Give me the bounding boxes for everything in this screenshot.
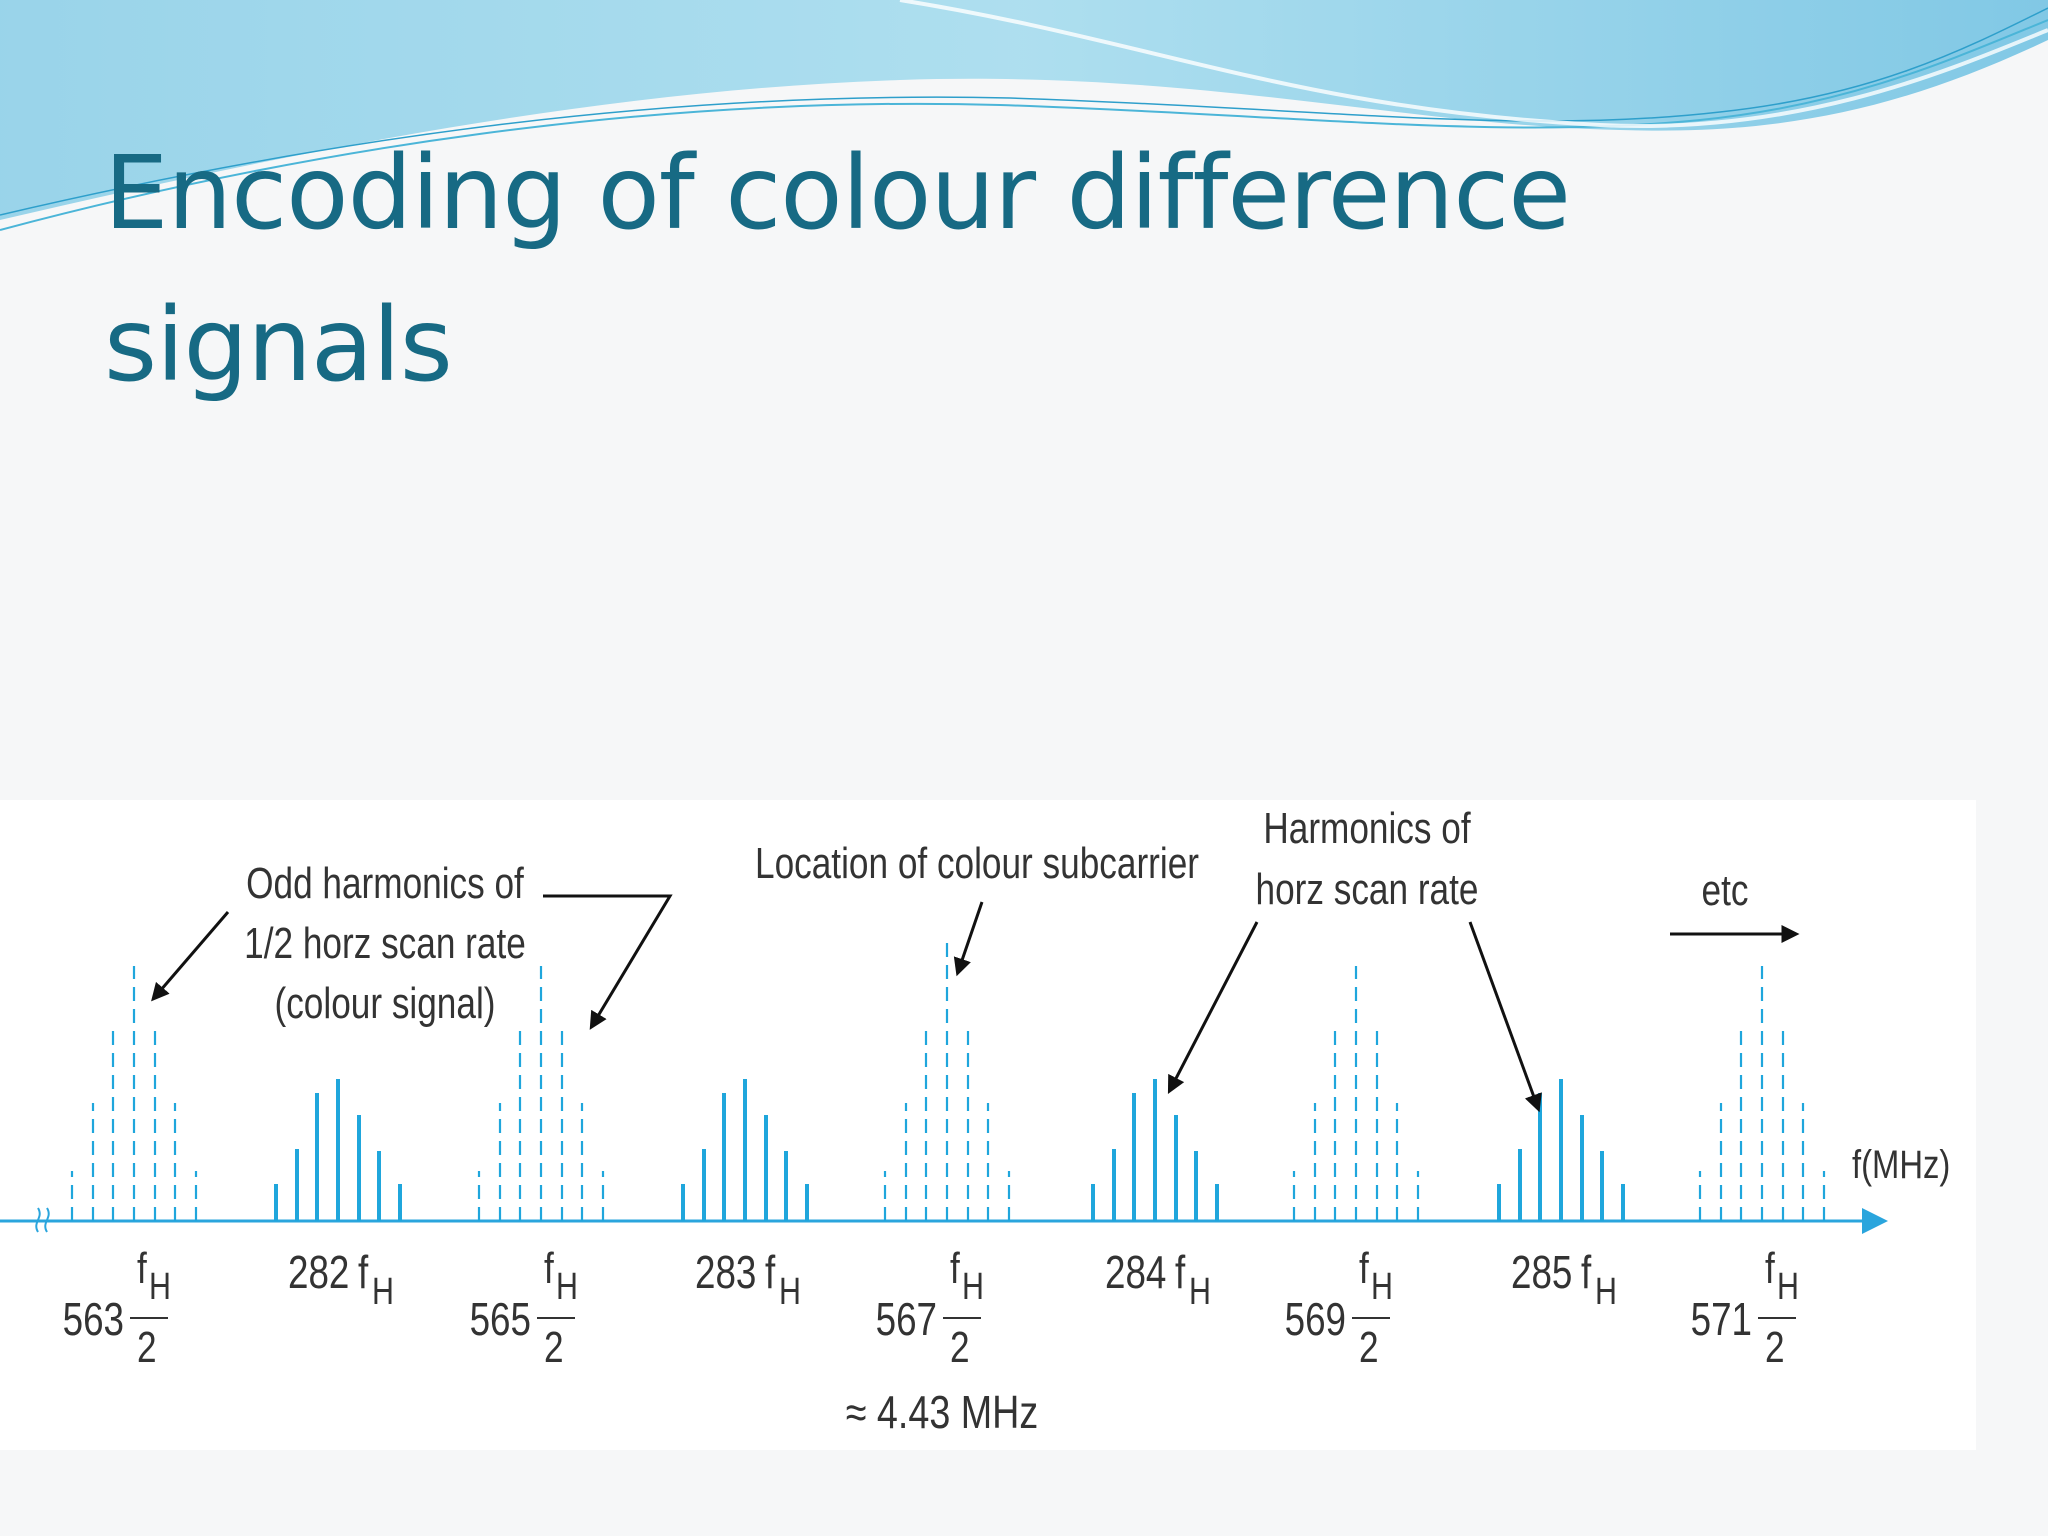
harmonic-cluster xyxy=(681,1079,809,1221)
label-symbol: f xyxy=(1581,1246,1592,1298)
odd-harmonic-cluster xyxy=(477,966,605,1221)
label-numerator: f xyxy=(544,1244,555,1293)
label-number: 283 xyxy=(695,1246,756,1298)
label-subscript: H xyxy=(1595,1271,1617,1313)
label-number: 285 xyxy=(1511,1246,1572,1298)
label-number: 284 xyxy=(1105,1246,1166,1298)
slide-title-line-1: Encoding of colour difference xyxy=(104,134,1571,253)
label-numerator: f xyxy=(137,1244,148,1293)
slide-title-line-2: signals xyxy=(104,286,453,405)
label-numerator: f xyxy=(1765,1244,1776,1293)
header-wave-decoration xyxy=(0,0,2048,231)
label-subscript: H xyxy=(962,1266,984,1308)
label-subscript: H xyxy=(1777,1266,1799,1308)
label-subscript: H xyxy=(1371,1266,1393,1308)
harmonic-label: 285 f H xyxy=(1511,1246,1617,1313)
etc-label: etc xyxy=(1702,866,1749,915)
label-subscript: H xyxy=(149,1266,171,1308)
annotation-harmonics: Harmonics of horz scan rate xyxy=(1167,804,1542,1113)
label-number: 282 xyxy=(288,1246,349,1298)
harmonic-cluster xyxy=(274,1079,402,1221)
odd-harmonics-pointer-left xyxy=(151,911,230,1002)
odd-harmonic-label: 563 f H 2 xyxy=(63,1244,171,1372)
label-subscript: H xyxy=(556,1266,578,1308)
label-symbol: f xyxy=(358,1246,369,1298)
label-symbol: f xyxy=(765,1246,776,1298)
odd-harmonic-cluster xyxy=(1698,966,1826,1221)
odd-harmonics-line-1: Odd harmonics of xyxy=(246,859,525,908)
label-number: 563 xyxy=(63,1293,124,1345)
axis-break-icon xyxy=(35,1207,50,1233)
harmonic-label: 284 f H xyxy=(1105,1246,1211,1313)
label-number: 565 xyxy=(470,1293,531,1345)
odd-harmonic-label: 571 f H 2 xyxy=(1691,1244,1799,1372)
harmonic-label: 282 f H xyxy=(288,1246,394,1313)
frequency-axis: f(MHz) xyxy=(0,1142,1950,1234)
harmonic-cluster xyxy=(1497,1079,1625,1221)
label-denominator: 2 xyxy=(1765,1323,1785,1372)
harmonic-cluster xyxy=(1091,1079,1219,1221)
label-subscript: H xyxy=(779,1271,801,1313)
label-number: 569 xyxy=(1285,1293,1346,1345)
label-numerator: f xyxy=(1359,1244,1370,1293)
odd-harmonic-label: 567 f H 2 xyxy=(876,1244,984,1372)
harmonic-label: 283 f H xyxy=(695,1246,801,1313)
axis-arrow-icon xyxy=(1862,1208,1888,1234)
label-denominator: 2 xyxy=(544,1323,564,1372)
label-subscript: H xyxy=(372,1271,394,1313)
odd-harmonic-cluster xyxy=(70,966,198,1221)
label-denominator: 2 xyxy=(137,1323,157,1372)
odd-harmonic-cluster xyxy=(1292,966,1420,1221)
label-subscript: H xyxy=(1189,1271,1211,1313)
label-symbol: f xyxy=(1175,1246,1186,1298)
label-number: 571 xyxy=(1691,1293,1752,1345)
slide-title: Encoding of colour difference signals xyxy=(104,118,1984,422)
harmonics-pointer-right xyxy=(1468,921,1542,1113)
odd-harmonics-line-3: (colour signal) xyxy=(275,979,496,1028)
annotation-colour-subcarrier: Location of colour subcarrier xyxy=(755,839,1199,977)
annotation-odd-harmonics: Odd harmonics of 1/2 horz scan rate (col… xyxy=(151,859,673,1030)
axis-label: f(MHz) xyxy=(1852,1142,1950,1187)
odd-harmonic-label: 565 f H 2 xyxy=(470,1244,578,1372)
subcarrier-frequency-label: ≈ 4.43 MHz xyxy=(846,1386,1039,1437)
odd-harmonic-label: 569 f H 2 xyxy=(1285,1244,1393,1372)
odd-harmonics-line-2: 1/2 horz scan rate xyxy=(244,919,526,968)
annotation-etc: etc xyxy=(1670,866,1800,943)
harmonics-pointer-left xyxy=(1167,921,1259,1094)
harmonics-line-2: horz scan rate xyxy=(1256,865,1479,914)
label-number: 567 xyxy=(876,1293,937,1345)
subcarrier-label: Location of colour subcarrier xyxy=(755,839,1199,888)
label-denominator: 2 xyxy=(1359,1323,1379,1372)
harmonics-line-1: Harmonics of xyxy=(1263,804,1471,853)
subcarrier-pointer xyxy=(953,901,984,977)
label-denominator: 2 xyxy=(950,1323,970,1372)
label-numerator: f xyxy=(950,1244,961,1293)
spectral-lines xyxy=(70,938,1826,1221)
odd-harmonics-pointer-right xyxy=(543,894,673,1030)
odd-harmonic-cluster xyxy=(883,938,1011,1221)
